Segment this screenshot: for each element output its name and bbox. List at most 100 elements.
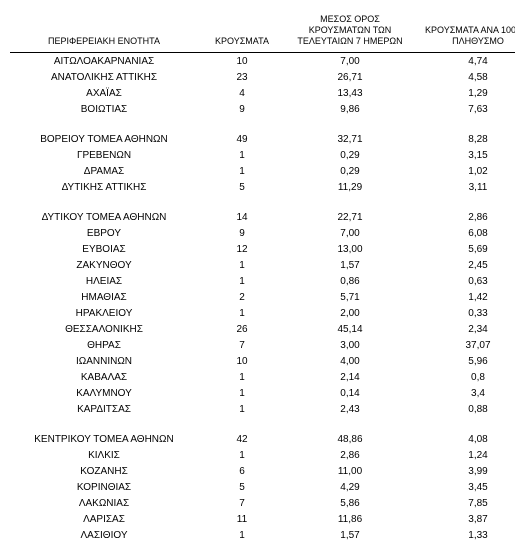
cell-region: ΘΗΡΑΣ <box>10 337 198 353</box>
header-per100k: ΚΡΟΥΣΜΑΤΑ ΑΝΑ 100000 ΠΛΗΘΥΣΜΟ <box>414 12 515 53</box>
cell-per100k: 1,24 <box>414 447 515 463</box>
table-row: ΒΟΡΕΙΟΥ ΤΟΜΕΑ ΑΘΗΝΩΝ4932,718,28 <box>10 131 515 147</box>
table-row: ΗΛΕΙΑΣ10,860,63 <box>10 273 515 289</box>
cell-avg7: 13,43 <box>286 85 414 101</box>
cell-avg7: 22,71 <box>286 209 414 225</box>
cell-region: ΚΑΡΔΙΤΣΑΣ <box>10 401 198 417</box>
cell-avg7: 32,71 <box>286 131 414 147</box>
table-row: ΚΙΛΚΙΣ12,861,24 <box>10 447 515 463</box>
cell-avg7: 26,71 <box>286 69 414 85</box>
cell-per100k: 1,42 <box>414 289 515 305</box>
cell-per100k: 0,33 <box>414 305 515 321</box>
cell-per100k: 0,88 <box>414 401 515 417</box>
cell-avg7: 7,00 <box>286 53 414 70</box>
cell-cases: 23 <box>198 69 286 85</box>
cell-per100k: 5,69 <box>414 241 515 257</box>
cell-avg7: 2,86 <box>286 447 414 463</box>
cell-avg7: 3,00 <box>286 337 414 353</box>
cell-per100k: 1,29 <box>414 85 515 101</box>
cell-avg7: 13,00 <box>286 241 414 257</box>
cell-region: ΕΥΒΟΙΑΣ <box>10 241 198 257</box>
table-row: ΑΝΑΤΟΛΙΚΗΣ ΑΤΤΙΚΗΣ2326,714,58 <box>10 69 515 85</box>
table-row: ΘΕΣΣΑΛΟΝΙΚΗΣ2645,142,34 <box>10 321 515 337</box>
cell-region: ΑΧΑΪΑΣ <box>10 85 198 101</box>
cell-avg7: 4,29 <box>286 479 414 495</box>
cell-region: ΛΑΡΙΣΑΣ <box>10 511 198 527</box>
table-row: ΚΟΖΑΝΗΣ611,003,99 <box>10 463 515 479</box>
table-row: ΗΜΑΘΙΑΣ25,711,42 <box>10 289 515 305</box>
cell-per100k: 6,08 <box>414 225 515 241</box>
cell-region: ΙΩΑΝΝΙΝΩΝ <box>10 353 198 369</box>
covid-cases-table: ΠΕΡΙΦΕΡΕΙΑΚΗ ΕΝΟΤΗΤΑ ΚΡΟΥΣΜΑΤΑ ΜΕΣΟΣ ΟΡΟ… <box>10 12 515 543</box>
table-row: ΛΑΡΙΣΑΣ1111,863,87 <box>10 511 515 527</box>
table-row: ΔΥΤΙΚΗΣ ΑΤΤΙΚΗΣ511,293,11 <box>10 179 515 195</box>
cell-region: ΔΡΑΜΑΣ <box>10 163 198 179</box>
cell-region: ΚΑΛΥΜΝΟΥ <box>10 385 198 401</box>
cell-region: ΕΒΡΟΥ <box>10 225 198 241</box>
cell-region: ΒΟΙΩΤΙΑΣ <box>10 101 198 117</box>
table-row: ΚΑΛΥΜΝΟΥ10,143,4 <box>10 385 515 401</box>
cell-cases: 7 <box>198 495 286 511</box>
table-row: ΔΥΤΙΚΟΥ ΤΟΜΕΑ ΑΘΗΝΩΝ1422,712,86 <box>10 209 515 225</box>
cell-cases: 26 <box>198 321 286 337</box>
table-row: ΑΙΤΩΛΟΑΚΑΡΝΑΝΙΑΣ107,004,74 <box>10 53 515 70</box>
cell-region: ΚΑΒΑΛΑΣ <box>10 369 198 385</box>
table-row: ΑΧΑΪΑΣ413,431,29 <box>10 85 515 101</box>
cell-per100k: 0,8 <box>414 369 515 385</box>
table-row: ΘΗΡΑΣ73,0037,07 <box>10 337 515 353</box>
cell-cases: 49 <box>198 131 286 147</box>
table-row: ΙΩΑΝΝΙΝΩΝ104,005,96 <box>10 353 515 369</box>
cell-region: ΚΙΛΚΙΣ <box>10 447 198 463</box>
cell-per100k: 2,86 <box>414 209 515 225</box>
cell-region: ΗΜΑΘΙΑΣ <box>10 289 198 305</box>
cell-cases: 42 <box>198 431 286 447</box>
cell-region: ΚΟΡΙΝΘΙΑΣ <box>10 479 198 495</box>
cell-avg7: 9,86 <box>286 101 414 117</box>
table-row: ΗΡΑΚΛΕΙΟΥ12,000,33 <box>10 305 515 321</box>
cell-per100k: 3,4 <box>414 385 515 401</box>
cell-avg7: 2,14 <box>286 369 414 385</box>
cell-cases: 1 <box>198 385 286 401</box>
group-spacer <box>10 117 515 131</box>
cell-per100k: 3,45 <box>414 479 515 495</box>
cell-per100k: 4,08 <box>414 431 515 447</box>
cell-cases: 1 <box>198 447 286 463</box>
cell-per100k: 7,85 <box>414 495 515 511</box>
cell-region: ΘΕΣΣΑΛΟΝΙΚΗΣ <box>10 321 198 337</box>
cell-region: ΗΛΕΙΑΣ <box>10 273 198 289</box>
table-row: ΛΑΣΙΘΙΟΥ11,571,33 <box>10 527 515 543</box>
cell-cases: 10 <box>198 53 286 70</box>
cell-avg7: 2,43 <box>286 401 414 417</box>
cell-cases: 14 <box>198 209 286 225</box>
cell-per100k: 8,28 <box>414 131 515 147</box>
group-spacer <box>10 195 515 209</box>
cell-cases: 1 <box>198 305 286 321</box>
cell-cases: 1 <box>198 401 286 417</box>
cell-per100k: 0,63 <box>414 273 515 289</box>
cell-per100k: 3,99 <box>414 463 515 479</box>
cell-region: ΑΙΤΩΛΟΑΚΑΡΝΑΝΙΑΣ <box>10 53 198 70</box>
cell-avg7: 45,14 <box>286 321 414 337</box>
cell-cases: 7 <box>198 337 286 353</box>
cell-cases: 1 <box>198 527 286 543</box>
cell-per100k: 3,87 <box>414 511 515 527</box>
cell-cases: 2 <box>198 289 286 305</box>
cell-per100k: 1,33 <box>414 527 515 543</box>
cell-avg7: 0,29 <box>286 147 414 163</box>
table-row: ΚΑΡΔΙΤΣΑΣ12,430,88 <box>10 401 515 417</box>
cell-per100k: 2,45 <box>414 257 515 273</box>
cell-cases: 1 <box>198 273 286 289</box>
cell-cases: 1 <box>198 369 286 385</box>
table-row: ΕΥΒΟΙΑΣ1213,005,69 <box>10 241 515 257</box>
cell-per100k: 3,15 <box>414 147 515 163</box>
cell-cases: 9 <box>198 225 286 241</box>
cell-cases: 9 <box>198 101 286 117</box>
cell-per100k: 2,34 <box>414 321 515 337</box>
header-cases: ΚΡΟΥΣΜΑΤΑ <box>198 12 286 53</box>
cell-avg7: 1,57 <box>286 527 414 543</box>
cell-region: ΔΥΤΙΚΟΥ ΤΟΜΕΑ ΑΘΗΝΩΝ <box>10 209 198 225</box>
cell-cases: 4 <box>198 85 286 101</box>
table-row: ΒΟΙΩΤΙΑΣ99,867,63 <box>10 101 515 117</box>
cell-region: ΛΑΣΙΘΙΟΥ <box>10 527 198 543</box>
cell-cases: 5 <box>198 479 286 495</box>
